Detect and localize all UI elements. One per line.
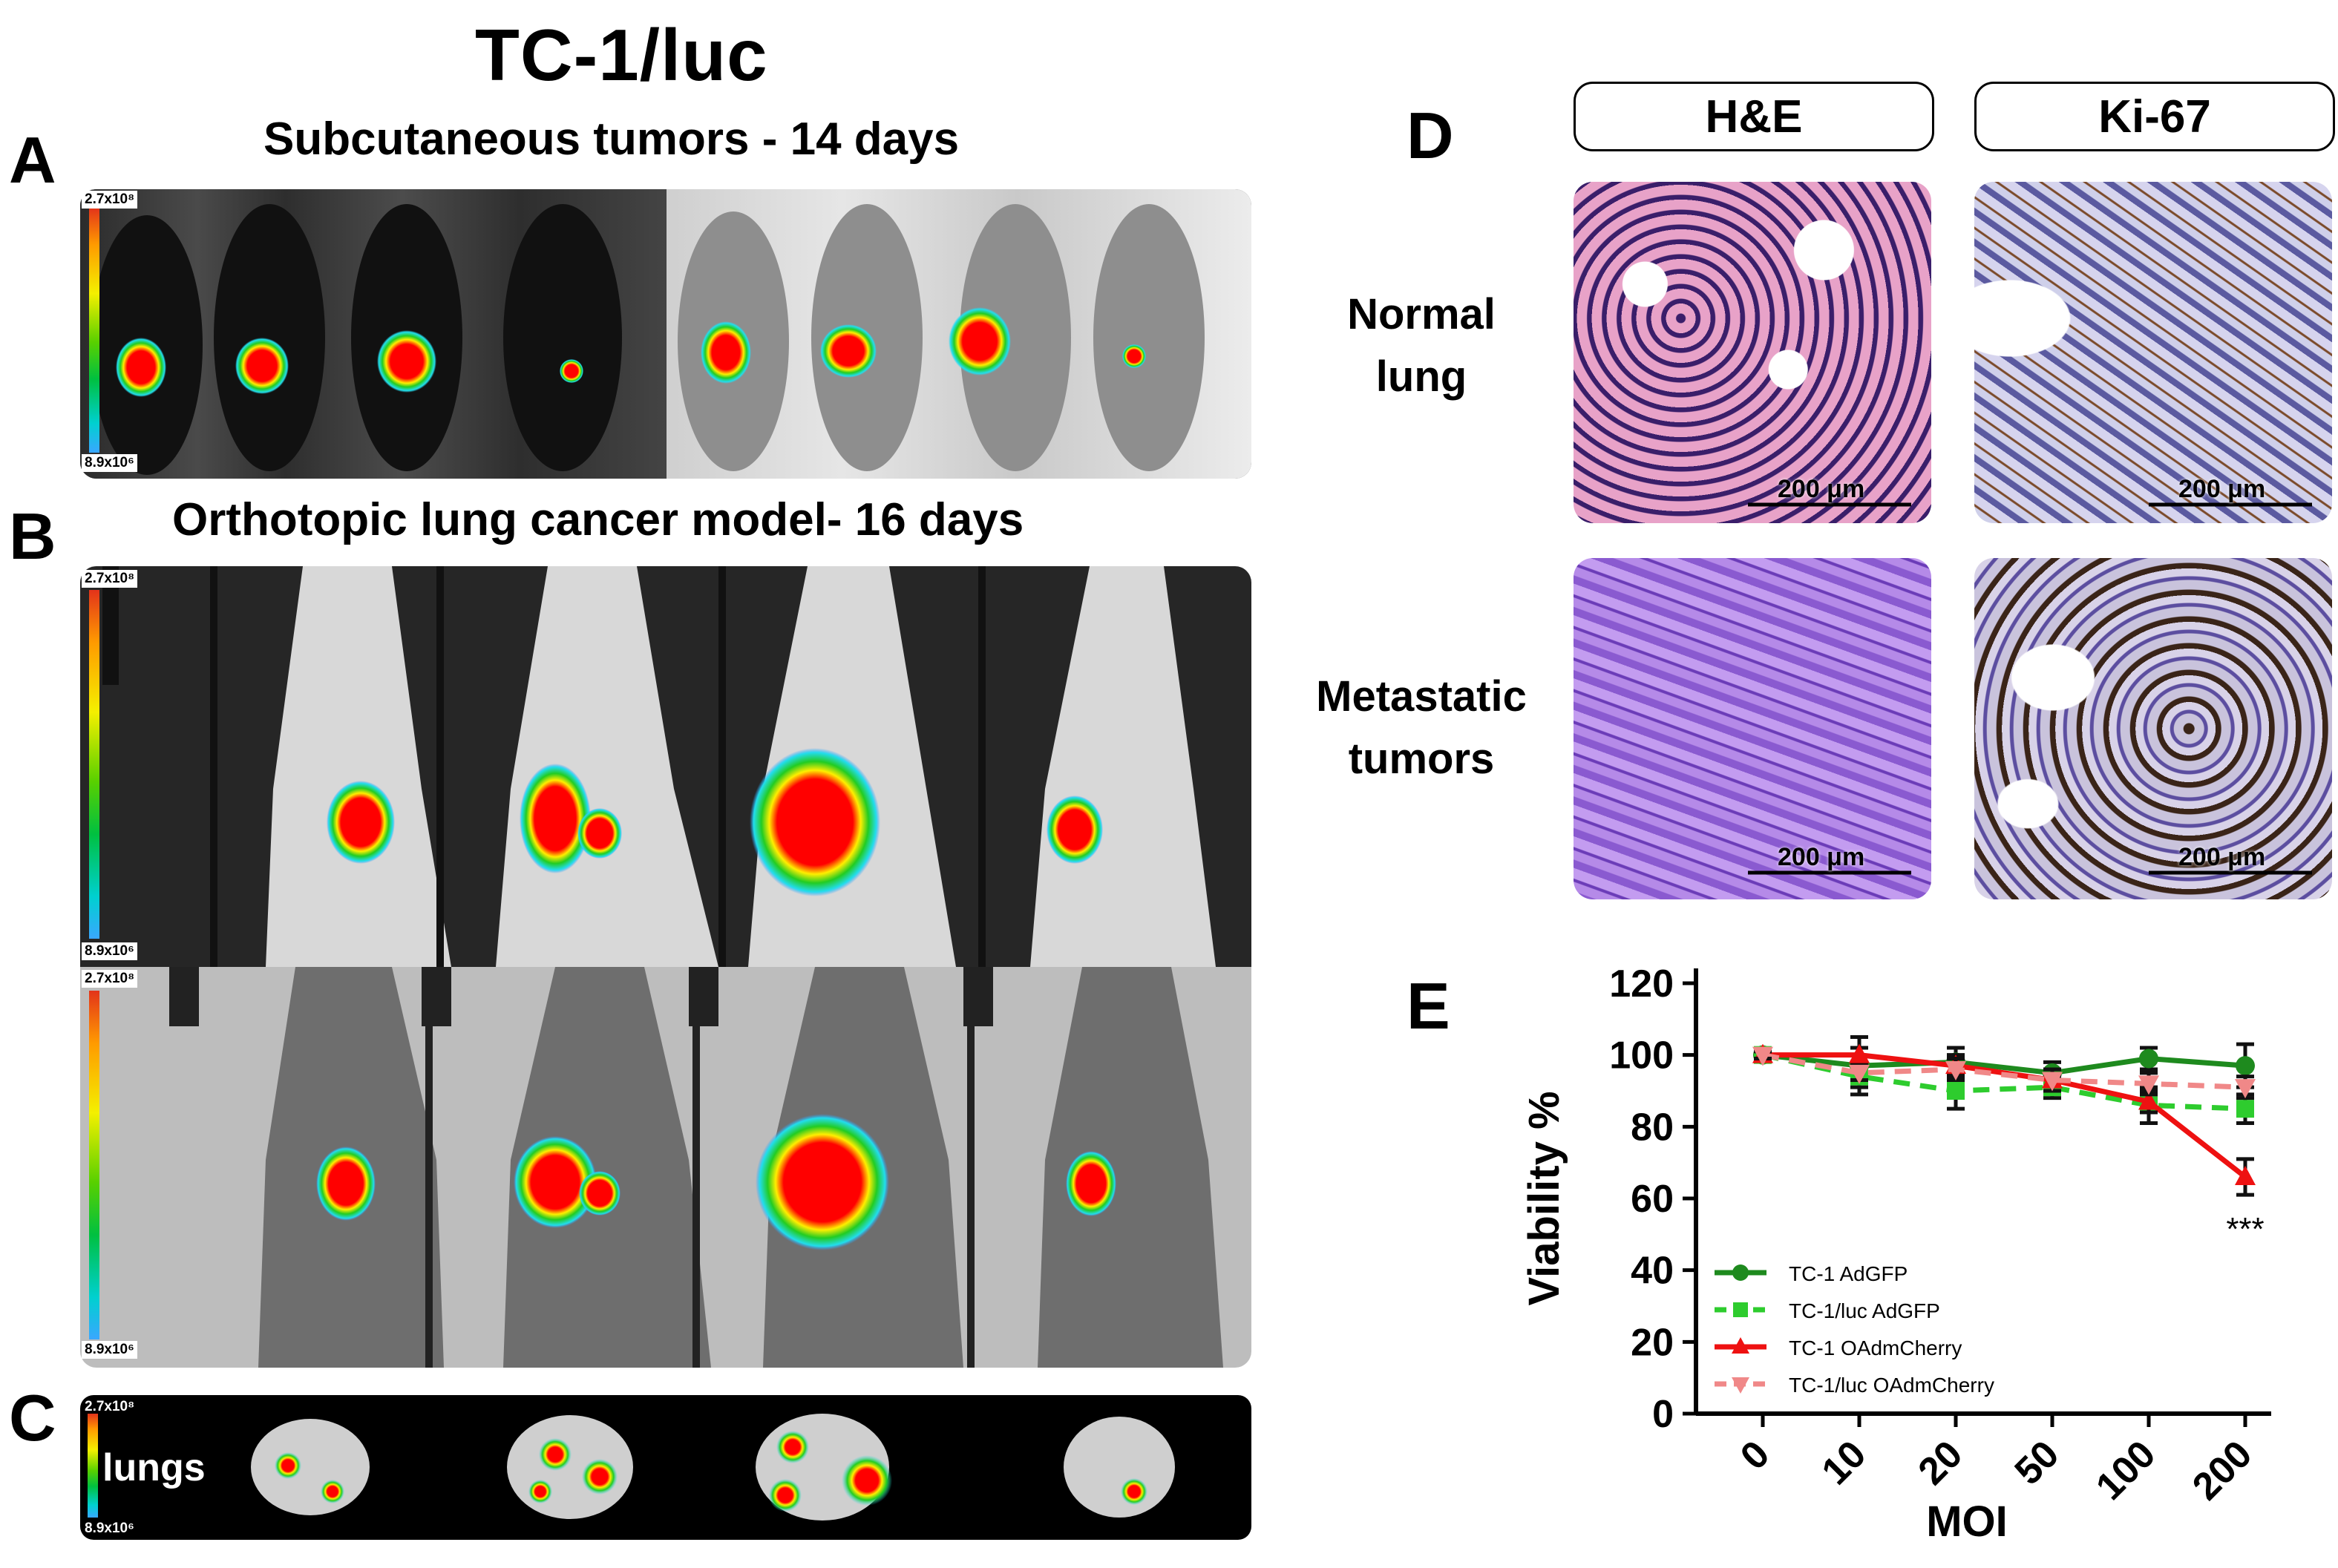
panel-d-column-he: H&E	[1574, 82, 1934, 151]
series-line-0	[1762, 1052, 2246, 1076]
data-point	[2139, 1049, 2158, 1069]
legend-label: TC-1/luc AdGFP	[1789, 1299, 1940, 1322]
panel-c-scale-max: 2.7x10⁸	[85, 1399, 135, 1414]
panel-letter-a: A	[9, 123, 56, 197]
panel-b-dorsal-image	[80, 566, 1251, 967]
significance-annotation: ***	[2226, 1211, 2264, 1247]
panel-d-row-normal-lung: Normal lung	[1347, 290, 1496, 401]
tumor-signals-b-ventral	[316, 1114, 1116, 1250]
y-tick-label: 80	[1631, 1106, 1674, 1149]
x-tick-label: 20	[1910, 1432, 1971, 1493]
he-normal-lung-image	[1574, 182, 1931, 523]
tumor-signals-b-dorsal	[327, 748, 1103, 896]
series-line-1	[1762, 1052, 2246, 1112]
panel-a-subtitle: Subcutaneous tumors - 14 days	[263, 114, 960, 165]
y-tick-label: 0	[1652, 1393, 1674, 1436]
panel-b-scale2-max: 2.7x10⁸	[82, 970, 138, 988]
ki67-metastatic-image	[1974, 558, 2332, 899]
scale-bar-label-1: 200 μm	[1778, 475, 1865, 503]
scale-bar-label-3: 200 μm	[1778, 843, 1865, 871]
y-axis-label: Viability %	[1520, 1091, 1568, 1305]
panel-b-colorbar-1	[89, 590, 99, 939]
panel-c-scale-min: 8.9x10⁶	[85, 1521, 134, 1536]
data-point	[1945, 1061, 1966, 1080]
panel-letter-e: E	[1407, 969, 1450, 1043]
legend-label: TC-1 AdGFP	[1789, 1262, 1908, 1285]
panel-letter-d: D	[1407, 99, 1454, 172]
panel-b-scale-max: 2.7x10⁸	[82, 570, 138, 588]
dorsal-clamps	[102, 566, 986, 967]
data-point	[2236, 1056, 2255, 1076]
data-point	[2138, 1090, 2159, 1110]
legend-marker	[1732, 1337, 1749, 1354]
y-tick-label: 20	[1631, 1321, 1674, 1364]
panel-c-organ-label: lungs	[102, 1446, 206, 1489]
data-point	[2138, 1075, 2159, 1095]
panel-d-row-metastatic: Metastatic tumors	[1316, 672, 1527, 783]
data-point	[2235, 1166, 2256, 1185]
data-point	[2236, 1100, 2254, 1118]
y-tick-label: 100	[1609, 1034, 1674, 1077]
panel-a-mice-svg	[91, 204, 1205, 475]
viability-chart: 0 20 40 60 80 100 120 0 10 20 50 100 200 MOI Viability…	[1520, 962, 2271, 1546]
panel-letter-b: B	[9, 499, 56, 573]
x-tick-label: 100	[2088, 1432, 2164, 1508]
data-point	[1752, 1046, 1773, 1066]
data-point	[1849, 1043, 1870, 1063]
tumor-signals-a	[116, 307, 1146, 397]
panel-b-scale2-min: 8.9x10⁶	[82, 1341, 137, 1359]
data-point	[2042, 1072, 2063, 1092]
scale-bar-label-4: 200 μm	[2178, 843, 2266, 871]
y-tick-label: 120	[1609, 962, 1674, 1006]
panel-a-scale-max: 2.7x10⁸	[82, 191, 138, 209]
legend-marker	[1732, 1264, 1749, 1281]
panel-c-colorbar	[88, 1414, 98, 1518]
panel-d-column-ki67: Ki-67	[1974, 82, 2335, 151]
y-tick-label: 40	[1631, 1250, 1674, 1293]
panel-a-mouse-image	[80, 189, 1251, 479]
scale-bar-label-2: 200 μm	[2178, 475, 2266, 503]
panel-b-colorbar-2	[89, 991, 99, 1339]
panel-letter-c: C	[9, 1381, 56, 1454]
panel-a-scale-min: 8.9x10⁶	[82, 454, 137, 472]
legend-marker	[1733, 1302, 1748, 1317]
panel-c-lungs-image	[80, 1395, 1251, 1540]
he-metastatic-image	[1574, 558, 1931, 899]
panel-b-ventral-image	[80, 967, 1251, 1368]
series-line-3	[1762, 1052, 2246, 1090]
legend-label: TC-1/luc OAdmCherry	[1789, 1374, 1994, 1397]
lung-signals	[275, 1431, 1147, 1512]
panel-a-colorbar	[89, 208, 99, 453]
panel-b-subtitle: Orthotopic lung cancer model- 16 days	[172, 494, 1024, 545]
legend-label: TC-1 OAdmCherry	[1789, 1336, 1962, 1359]
ventral-clamps	[169, 967, 993, 1368]
ventral-mice	[258, 967, 1223, 1368]
ki67-normal-lung-image	[1974, 182, 2332, 523]
legend-marker	[1732, 1377, 1749, 1394]
x-axis-label: MOI	[1926, 1498, 2008, 1546]
panel-b-scale-min: 8.9x10⁶	[82, 942, 137, 960]
x-tick-label: 0	[1732, 1432, 1778, 1477]
figure-title: TC-1/luc	[475, 14, 768, 96]
data-point	[1849, 1064, 1870, 1084]
x-tick-label: 50	[2007, 1432, 2068, 1493]
x-tick-label: 200	[2184, 1432, 2260, 1508]
data-point	[2235, 1079, 2256, 1099]
x-tick-label: 10	[1814, 1432, 1875, 1493]
data-point	[1947, 1082, 1965, 1100]
y-tick-label: 60	[1631, 1178, 1674, 1221]
